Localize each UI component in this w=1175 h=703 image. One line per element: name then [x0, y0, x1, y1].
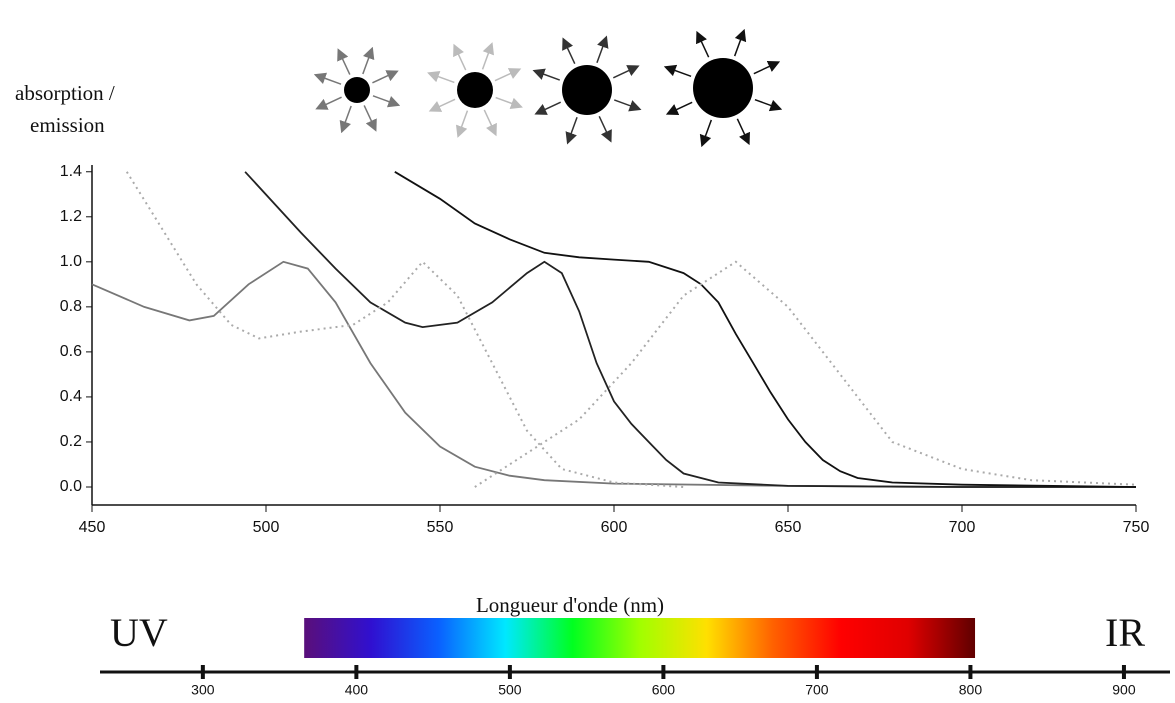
spectrum-curve — [244, 171, 1136, 488]
emission-arrow — [495, 96, 523, 110]
y-tick-label: 0.4 — [60, 388, 82, 405]
emission-arrow — [315, 96, 342, 110]
x-axis-label: Longueur d'onde (nm) — [476, 593, 664, 617]
emission-arrow — [372, 70, 399, 84]
scale-tick-label: 900 — [1112, 682, 1136, 698]
scale-tick-label: 300 — [191, 682, 215, 698]
scale-tick-label: 800 — [959, 682, 983, 698]
particle — [693, 58, 753, 118]
y-axis-label: absorption / — [15, 81, 115, 105]
emission-arrow — [565, 116, 578, 145]
x-tick-label: 500 — [253, 519, 280, 536]
emission-arrow — [494, 68, 522, 82]
spectrum-curve — [394, 171, 1137, 488]
emission-arrow — [665, 101, 693, 115]
y-tick-label: 0.8 — [60, 298, 82, 315]
emission-arrow — [736, 118, 750, 146]
emission-arrow — [337, 48, 351, 75]
y-tick-label: 0.6 — [60, 343, 82, 360]
x-tick-label: 650 — [775, 519, 802, 536]
emission-arrow — [754, 98, 783, 112]
y-tick-label: 1.2 — [60, 208, 82, 225]
emission-arrow — [753, 61, 781, 75]
x-tick-label: 450 — [79, 519, 106, 536]
particle — [457, 72, 493, 108]
emission-arrow — [427, 70, 455, 84]
y-tick-label: 1.4 — [60, 163, 82, 180]
scale-tick-label: 500 — [498, 682, 522, 698]
emission-arrow — [313, 72, 342, 85]
emission-arrow — [455, 110, 469, 138]
emission-arrow — [613, 99, 642, 112]
ir-label: IR — [1105, 610, 1145, 655]
spectrum-curve — [91, 260, 1136, 488]
emission-arrow — [532, 68, 561, 81]
emission-arrow — [372, 95, 401, 108]
emission-arrow — [363, 105, 377, 132]
spectrum-curve — [125, 171, 684, 488]
y-axis-label: emission — [30, 113, 105, 137]
emission-arrow — [596, 35, 609, 64]
emission-arrow — [696, 30, 710, 58]
x-tick-label: 600 — [601, 519, 628, 536]
emission-arrow — [612, 65, 640, 79]
particle-icons — [313, 28, 783, 148]
emission-arrow — [362, 46, 375, 75]
emission-arrow — [699, 119, 713, 148]
y-tick-label: 1.0 — [60, 253, 82, 270]
uv-label: UV — [110, 610, 168, 655]
x-tick-label: 750 — [1123, 519, 1150, 536]
y-tick-label: 0.0 — [60, 478, 82, 495]
scale-tick-label: 700 — [805, 682, 829, 698]
particle — [344, 77, 370, 103]
emission-arrow — [733, 28, 747, 57]
spectrum-curve — [474, 260, 1137, 488]
emission-arrow — [534, 101, 562, 115]
x-tick-label: 550 — [427, 519, 454, 536]
visible-band — [304, 618, 976, 658]
emission-arrow — [339, 105, 352, 134]
scale-tick-label: 400 — [345, 682, 369, 698]
emission-arrow — [453, 43, 467, 71]
emission-arrow — [483, 109, 497, 137]
scale-tick-label: 600 — [652, 682, 676, 698]
emission-arrow — [663, 64, 692, 78]
emission-arrow — [481, 42, 495, 70]
x-tick-label: 700 — [949, 519, 976, 536]
emission-arrow — [598, 115, 612, 143]
particle — [562, 65, 612, 115]
y-tick-label: 0.2 — [60, 433, 82, 450]
emission-arrow — [562, 37, 576, 65]
emission-arrow — [428, 98, 456, 112]
